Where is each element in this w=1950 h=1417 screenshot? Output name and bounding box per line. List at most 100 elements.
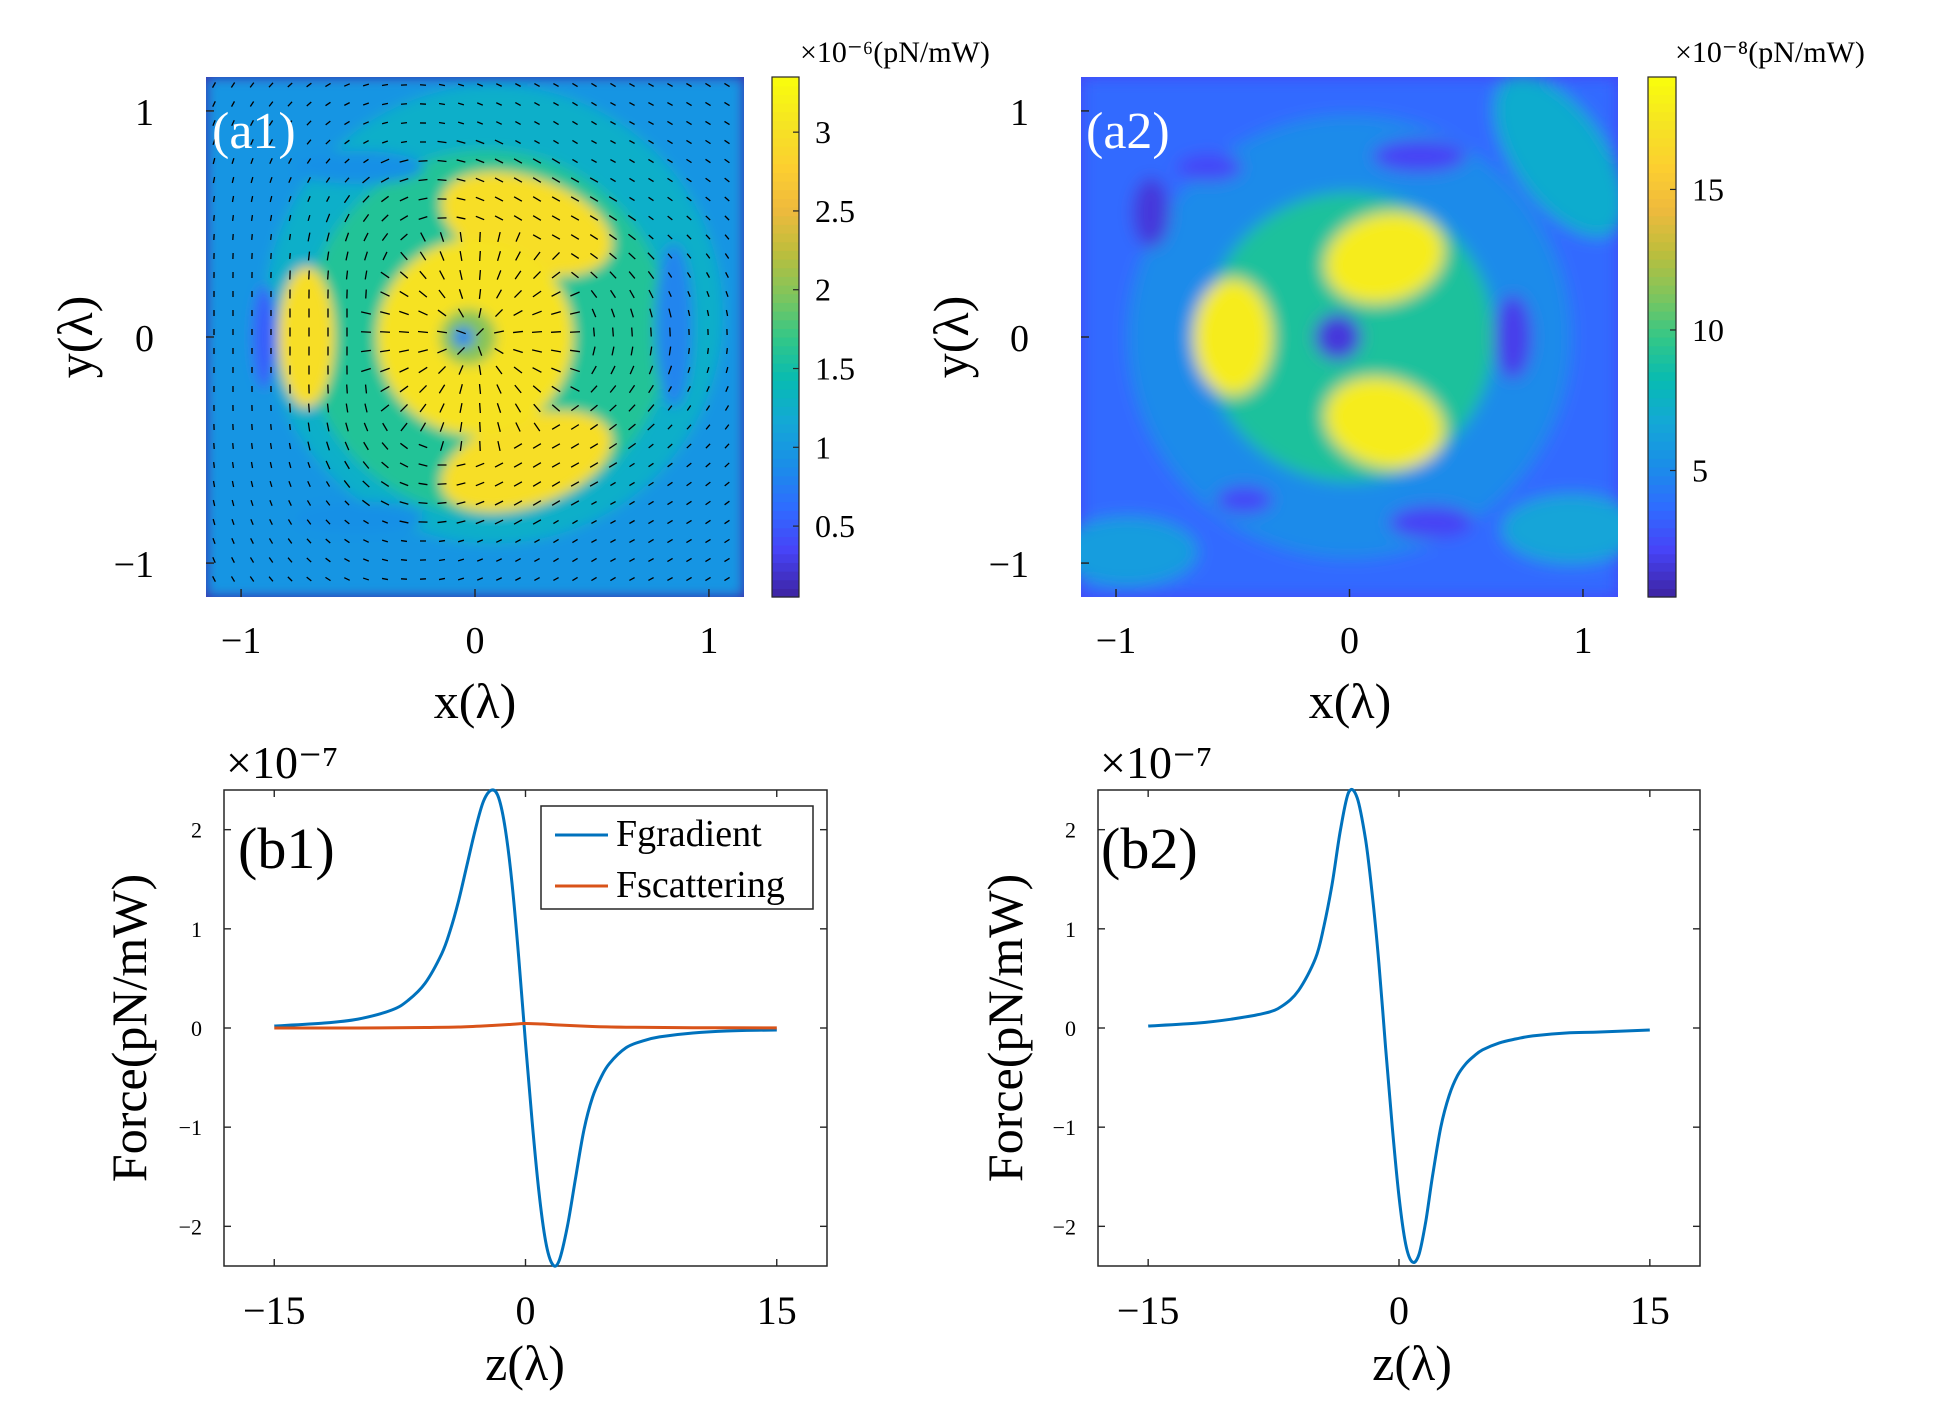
- colorbar-segment: [1648, 85, 1676, 95]
- colorbar-segment: [1648, 311, 1676, 321]
- force-arrow: [325, 460, 331, 470]
- force-arrow: [399, 271, 409, 279]
- force-arrow: [380, 404, 390, 412]
- force-arrow: [667, 234, 673, 240]
- force-arrow: [344, 557, 350, 563]
- force-arrow: [438, 102, 446, 106]
- force-arrow: [628, 271, 636, 279]
- force-arrow: [494, 500, 504, 506]
- force-arrow: [686, 215, 692, 221]
- force-arrow: [439, 251, 445, 261]
- force-arrow: [344, 102, 350, 106]
- force-arrow: [724, 462, 730, 468]
- force-arrow: [551, 158, 561, 164]
- y-tick-label: −2: [179, 1214, 202, 1239]
- x-tick-label: −1: [221, 620, 261, 662]
- force-arrow: [571, 271, 579, 279]
- force-arrow: [686, 272, 692, 278]
- force-arrow: [610, 481, 616, 487]
- force-arrow: [249, 557, 255, 563]
- force-arrow: [572, 139, 578, 145]
- force-arrow: [475, 519, 485, 525]
- force-arrow: [589, 177, 599, 183]
- force-arrow: [326, 441, 330, 451]
- force-arrow: [306, 500, 312, 506]
- force-arrow: [532, 290, 542, 298]
- force-arrow: [533, 403, 541, 413]
- x-tick-label: 0: [516, 1288, 536, 1333]
- colorbar-segment: [772, 354, 799, 364]
- force-arrow: [399, 462, 409, 468]
- colorbar-segment: [1648, 467, 1676, 477]
- force-arrow: [326, 196, 330, 202]
- force-arrow: [686, 538, 692, 544]
- force-arrow: [476, 102, 484, 106]
- force-arrow: [362, 480, 370, 488]
- force-arrow: [648, 120, 654, 126]
- colorbar-segment: [1648, 77, 1676, 87]
- force-arrow: [399, 442, 409, 450]
- force-arrow: [307, 232, 311, 242]
- force-arrow: [476, 328, 484, 336]
- force-arrow: [686, 82, 692, 88]
- force-arrow: [362, 83, 370, 87]
- force-arrow: [307, 422, 311, 432]
- force-arrow: [212, 119, 216, 127]
- force-arrow: [475, 215, 485, 221]
- force-arrow: [381, 140, 389, 144]
- force-arrow: [705, 538, 711, 544]
- force-arrow: [212, 499, 216, 507]
- series-lines-b1: [274, 788, 777, 1268]
- force-arrow: [476, 558, 484, 562]
- force-arrow: [705, 405, 711, 411]
- colorbar-segment: [1648, 276, 1676, 286]
- force-arrow: [400, 404, 408, 412]
- force-arrow: [570, 386, 580, 392]
- force-arrow: [515, 121, 521, 125]
- force-arrow: [532, 234, 542, 240]
- force-arrow: [590, 271, 598, 279]
- force-arrow: [667, 386, 673, 392]
- colorbar-segment: [772, 181, 799, 191]
- colorbar-segment: [772, 519, 799, 529]
- force-arrow: [726, 347, 728, 355]
- force-arrow: [325, 177, 331, 183]
- y-tick-label: 0: [135, 318, 154, 360]
- colorbar-segment: [772, 111, 799, 121]
- force-arrow: [591, 519, 597, 525]
- force-arrow: [629, 82, 635, 88]
- force-arrow: [514, 290, 522, 298]
- force-arrow: [610, 139, 616, 145]
- force-arrow: [705, 557, 711, 563]
- force-arrow: [381, 214, 389, 222]
- exponent-label-b2: ×10⁻⁷: [1100, 737, 1212, 788]
- force-arrow: [494, 462, 504, 468]
- force-arrow: [250, 214, 254, 222]
- force-arrow: [399, 367, 409, 373]
- force-arrow: [231, 157, 235, 165]
- force-arrow: [647, 270, 655, 280]
- force-arrow: [572, 538, 578, 544]
- colorbar-segment: [772, 527, 799, 537]
- x-tick-label: 1: [699, 620, 718, 662]
- force-arrow: [381, 520, 389, 524]
- force-arrow: [667, 481, 673, 487]
- force-arrow: [307, 195, 311, 203]
- force-arrow: [496, 558, 502, 562]
- force-arrow: [591, 158, 597, 164]
- colorbar-tick-label: 2.5: [815, 193, 855, 229]
- force-arrow: [325, 557, 331, 563]
- force-arrow: [419, 403, 427, 413]
- force-arrow: [553, 139, 559, 145]
- force-arrow: [496, 384, 502, 394]
- force-arrow: [496, 577, 502, 581]
- force-arrow: [648, 481, 654, 487]
- colorbar-segment: [772, 475, 799, 485]
- force-arrow: [307, 461, 311, 469]
- colorbar-segment: [1648, 302, 1676, 312]
- force-arrow: [589, 481, 599, 487]
- force-arrow: [497, 231, 501, 243]
- force-arrow: [213, 461, 215, 469]
- force-arrow: [288, 480, 292, 488]
- colorbar-segment: [1648, 337, 1676, 347]
